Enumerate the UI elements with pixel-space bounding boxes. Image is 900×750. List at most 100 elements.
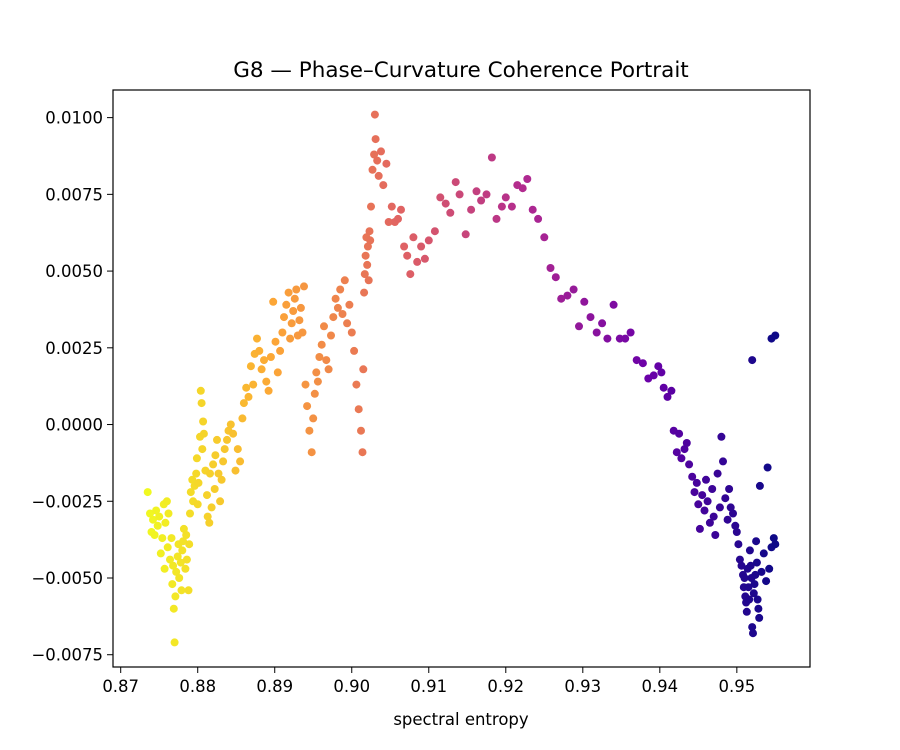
y-tick-label: 0.0000 <box>45 416 103 435</box>
data-point <box>176 558 185 567</box>
data-point <box>690 488 699 497</box>
data-point <box>338 310 347 318</box>
data-point <box>420 254 429 263</box>
data-point <box>161 518 170 527</box>
data-point <box>340 276 349 285</box>
data-point <box>310 389 319 398</box>
data-point <box>169 604 178 613</box>
data-point <box>155 512 164 521</box>
data-point <box>725 485 734 493</box>
data-point <box>719 457 727 466</box>
y-tick-label: 0.0100 <box>45 109 103 128</box>
data-point <box>179 537 188 546</box>
data-point <box>260 356 268 365</box>
data-point <box>271 337 280 346</box>
data-point <box>754 604 763 613</box>
data-point <box>759 549 768 558</box>
data-point <box>276 346 285 355</box>
data-point <box>309 414 318 423</box>
data-point <box>586 313 595 322</box>
data-point <box>199 417 208 426</box>
y-tick-label: 0.0025 <box>45 339 103 358</box>
data-point <box>185 540 194 549</box>
data-point <box>143 488 152 497</box>
data-point <box>163 543 172 552</box>
data-point <box>253 334 261 343</box>
data-point <box>609 300 618 309</box>
data-point <box>188 475 197 484</box>
data-point <box>507 202 516 211</box>
data-point <box>680 445 689 454</box>
data-point <box>685 460 694 469</box>
data-point <box>178 546 187 555</box>
data-point <box>451 178 460 187</box>
data-point <box>400 242 409 251</box>
data-point <box>210 485 219 493</box>
data-point <box>417 242 426 251</box>
data-point <box>603 334 612 343</box>
data-point <box>197 399 206 408</box>
data-point <box>150 531 159 539</box>
data-point <box>336 285 345 294</box>
data-point <box>262 377 271 386</box>
data-point <box>563 291 572 300</box>
data-point <box>331 294 340 303</box>
data-point <box>345 300 354 309</box>
data-point <box>307 448 316 457</box>
data-point <box>166 555 174 564</box>
data-point <box>753 595 762 604</box>
data-point <box>734 540 743 549</box>
data-point <box>192 469 201 478</box>
data-point <box>379 181 388 190</box>
data-point <box>368 165 377 174</box>
data-point <box>152 506 161 515</box>
data-point <box>273 368 282 377</box>
data-point <box>397 205 405 214</box>
data-point <box>751 570 760 579</box>
data-point <box>394 214 402 223</box>
x-tick-label: 0.94 <box>641 677 678 696</box>
data-point <box>196 386 205 395</box>
data-point <box>266 353 275 361</box>
data-point <box>755 613 764 622</box>
data-point <box>675 429 684 438</box>
data-point <box>370 150 379 159</box>
data-point <box>213 435 221 444</box>
data-point <box>366 236 375 245</box>
data-point <box>771 540 780 549</box>
data-point <box>216 497 225 506</box>
data-point <box>209 460 218 469</box>
data-point <box>729 509 737 518</box>
data-point <box>745 546 754 555</box>
data-point <box>236 457 245 466</box>
data-point <box>292 285 301 294</box>
x-tick-label: 0.90 <box>333 677 370 696</box>
data-point <box>312 368 321 377</box>
data-point <box>238 414 247 423</box>
data-point <box>745 595 754 604</box>
data-point <box>436 193 445 202</box>
data-point <box>482 190 491 199</box>
data-point <box>700 506 709 515</box>
data-point <box>769 534 778 543</box>
data-point <box>367 202 375 211</box>
data-point <box>441 199 450 208</box>
data-point <box>244 392 253 401</box>
data-point <box>167 534 176 543</box>
data-point <box>169 561 178 570</box>
x-axis-ticks: 0.87 0.88 0.89 0.90 0.91 0.92 0.93 0.94 0.95 <box>102 667 755 696</box>
data-point <box>677 454 686 463</box>
data-point <box>546 264 555 272</box>
data-point <box>249 380 258 389</box>
data-point <box>203 512 212 521</box>
data-point <box>193 500 202 509</box>
data-point <box>300 282 308 291</box>
data-point <box>501 193 510 202</box>
data-point <box>750 580 759 589</box>
data-point <box>735 555 744 564</box>
data-point <box>540 233 549 242</box>
data-point <box>171 592 180 601</box>
data-point <box>771 331 780 340</box>
data-point <box>755 481 764 490</box>
